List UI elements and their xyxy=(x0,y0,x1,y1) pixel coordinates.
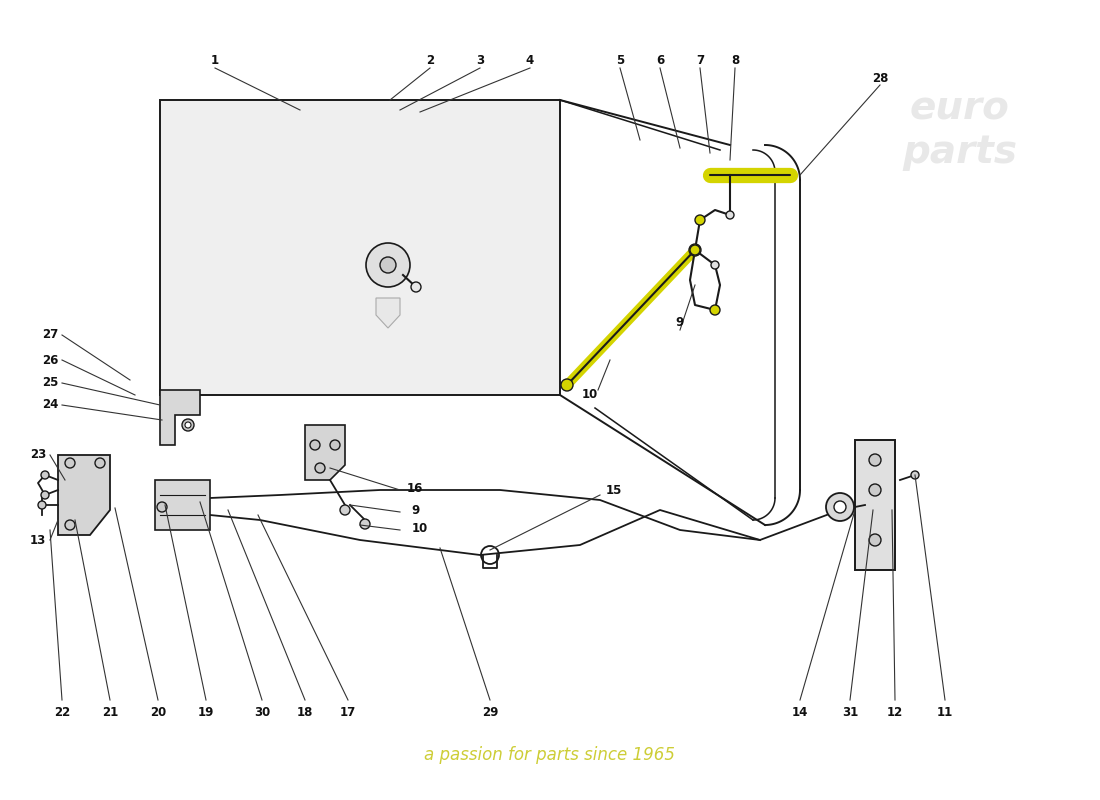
Text: 8: 8 xyxy=(730,54,739,66)
Text: 14: 14 xyxy=(792,706,808,718)
Text: 26: 26 xyxy=(42,354,58,366)
Text: 5: 5 xyxy=(616,54,624,66)
Polygon shape xyxy=(160,390,200,445)
Circle shape xyxy=(182,419,194,431)
Text: 3: 3 xyxy=(476,54,484,66)
Polygon shape xyxy=(376,298,400,328)
Circle shape xyxy=(41,491,50,499)
Text: euro
parts: euro parts xyxy=(902,89,1018,171)
Circle shape xyxy=(310,440,320,450)
Circle shape xyxy=(185,422,191,428)
Text: 9: 9 xyxy=(675,315,684,329)
Text: a passion for parts since 1965: a passion for parts since 1965 xyxy=(425,746,675,764)
Circle shape xyxy=(366,243,410,287)
Circle shape xyxy=(315,463,324,473)
Text: 10: 10 xyxy=(582,389,598,402)
Circle shape xyxy=(911,471,918,479)
Text: 21: 21 xyxy=(102,706,118,718)
Circle shape xyxy=(561,379,573,391)
Text: 28: 28 xyxy=(872,71,888,85)
Circle shape xyxy=(65,458,75,468)
Circle shape xyxy=(379,257,396,273)
Circle shape xyxy=(689,244,701,256)
Text: 24: 24 xyxy=(42,398,58,411)
Text: 9: 9 xyxy=(411,503,419,517)
Circle shape xyxy=(411,282,421,292)
Circle shape xyxy=(39,501,46,509)
Text: 2: 2 xyxy=(426,54,434,66)
Text: 1: 1 xyxy=(211,54,219,66)
Text: 6: 6 xyxy=(656,54,664,66)
Text: 11: 11 xyxy=(937,706,953,718)
Text: 29: 29 xyxy=(482,706,498,718)
Circle shape xyxy=(826,493,854,521)
Text: 30: 30 xyxy=(254,706,271,718)
Polygon shape xyxy=(305,425,345,480)
Circle shape xyxy=(726,211,734,219)
Circle shape xyxy=(157,502,167,512)
Text: 4: 4 xyxy=(526,54,535,66)
Circle shape xyxy=(710,305,720,315)
Polygon shape xyxy=(160,100,560,395)
Polygon shape xyxy=(58,455,110,535)
Polygon shape xyxy=(155,480,210,530)
Text: 17: 17 xyxy=(340,706,356,718)
Text: 27: 27 xyxy=(42,329,58,342)
Circle shape xyxy=(711,261,719,269)
Circle shape xyxy=(869,484,881,496)
Circle shape xyxy=(360,519,370,529)
Circle shape xyxy=(330,440,340,450)
Text: 7: 7 xyxy=(696,54,704,66)
Circle shape xyxy=(869,454,881,466)
Polygon shape xyxy=(855,440,895,570)
Text: 10: 10 xyxy=(411,522,428,534)
Circle shape xyxy=(695,215,705,225)
Text: 15: 15 xyxy=(606,483,623,497)
Text: 18: 18 xyxy=(297,706,313,718)
Text: 12: 12 xyxy=(887,706,903,718)
Text: 20: 20 xyxy=(150,706,166,718)
Text: 13: 13 xyxy=(30,534,46,546)
Circle shape xyxy=(834,501,846,513)
Circle shape xyxy=(869,534,881,546)
Text: 23: 23 xyxy=(30,449,46,462)
Text: 16: 16 xyxy=(407,482,424,494)
Circle shape xyxy=(340,505,350,515)
Circle shape xyxy=(690,245,700,255)
Circle shape xyxy=(65,520,75,530)
Text: 22: 22 xyxy=(54,706,70,718)
Circle shape xyxy=(95,458,104,468)
Text: 31: 31 xyxy=(842,706,858,718)
Circle shape xyxy=(41,471,50,479)
Text: 19: 19 xyxy=(198,706,214,718)
Text: 25: 25 xyxy=(42,377,58,390)
